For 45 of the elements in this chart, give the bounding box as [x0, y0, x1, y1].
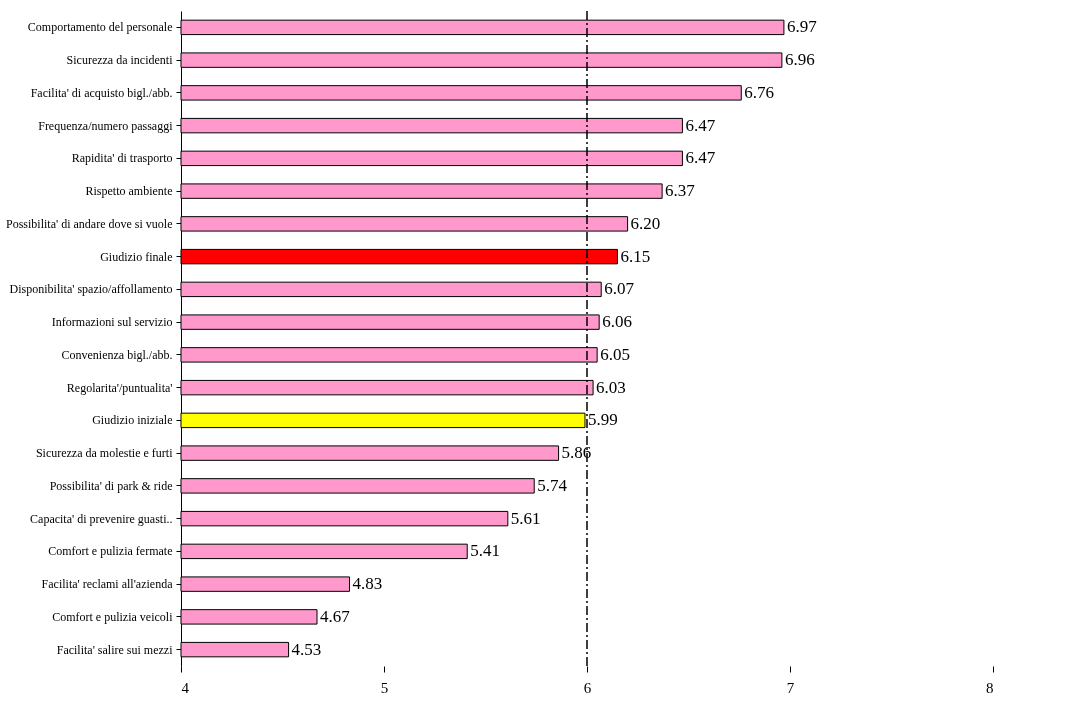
y-tick-label: Possibilita' di park & ride [49, 478, 173, 493]
y-tick-label: Rispetto ambiente [85, 184, 173, 199]
y-tick-label: Sicurezza da incidenti [66, 53, 174, 68]
data-label: 6.07 [604, 279, 635, 299]
x-tick-label: 5 [380, 679, 389, 696]
data-label: 5.99 [587, 410, 618, 430]
y-tick-label: Possibilita' di andare dove si vuole [6, 216, 173, 231]
y-tick-label: Informazioni sul servizio [51, 315, 173, 330]
y-tick-label: Facilita' di acquisto bigl./abb. [30, 85, 173, 100]
y-tick-label: Sicurezza da molestie e furti [35, 446, 174, 461]
data-label: 5.41 [470, 541, 500, 561]
data-label: 5.74 [537, 475, 568, 495]
y-tick-label: Frequenza/numero passaggi [38, 118, 174, 133]
x-tick-label: 4 [181, 679, 190, 696]
data-label: 6.15 [620, 246, 651, 266]
data-label: 6.97 [786, 17, 818, 37]
data-label: 6.37 [665, 181, 696, 201]
data-label: 5.86 [561, 443, 592, 463]
y-tick-label: Regolarita'/puntualita' [66, 380, 173, 395]
data-label: 6.96 [784, 50, 815, 70]
data-label: 4.67 [320, 606, 351, 626]
data-label: 6.76 [744, 82, 775, 102]
x-tick-label: 7 [786, 679, 795, 696]
data-label: 6.06 [602, 312, 632, 332]
y-tick-label: Capacita' di prevenire guasti.. [30, 511, 173, 526]
data-label: 6.03 [596, 377, 626, 397]
y-tick-label: Comportamento del personale [27, 20, 173, 35]
data-label: 6.20 [630, 213, 661, 233]
data-label: 6.47 [685, 148, 716, 168]
y-tick-label: Facilita' reclami all'azienda [41, 577, 174, 592]
data-label: 6.05 [600, 344, 630, 364]
data-label: 5.61 [510, 508, 541, 528]
data-label: 6.47 [685, 115, 716, 135]
y-tick-label: Comfort e pulizia veicoli [52, 609, 174, 624]
x-tick-label: 8 [986, 679, 994, 696]
y-tick-label: Giudizio finale [100, 249, 173, 264]
y-tick-label: Comfort e pulizia fermate [48, 544, 173, 559]
y-tick-label: Convenienza bigl./abb. [61, 347, 173, 362]
data-label: 4.83 [352, 574, 383, 594]
y-tick-label: Giudizio iniziale [92, 413, 173, 428]
y-tick-label: Rapidita' di trasporto [71, 151, 173, 166]
y-tick-label: Facilita' salire sui mezzi [56, 642, 174, 657]
y-tick-label: Disponibilita' spazio/affollamento [9, 282, 173, 297]
data-label: 4.53 [291, 639, 322, 659]
x-tick-label: 6 [583, 679, 592, 696]
